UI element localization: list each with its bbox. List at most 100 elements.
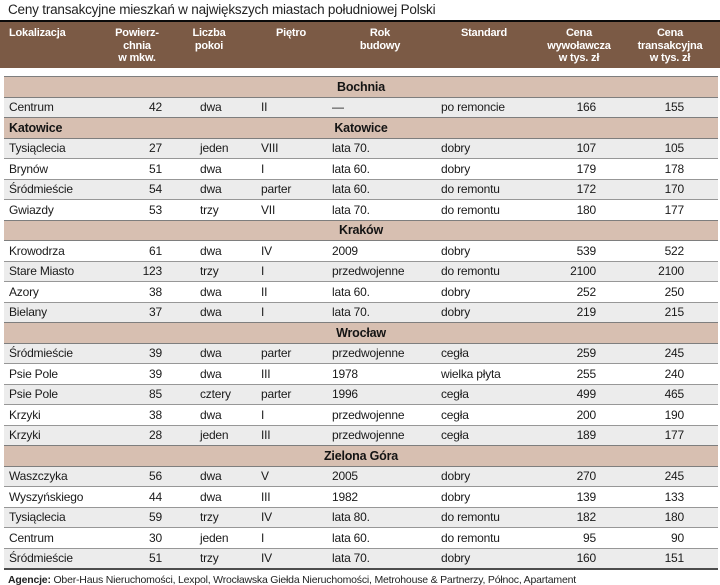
cell-lokalizacja: Centrum [9,100,54,115]
cell-rok-budowy: lata 60. [332,284,370,299]
cell-rok-budowy: lata 80. [332,510,370,525]
cell-rok-budowy: lata 60. [332,182,370,197]
cell-standard: dobry [441,161,471,176]
section-title: Kraków [339,223,383,238]
cell-lokalizacja: Psie Pole [9,387,58,402]
cell-cena-transakcyjna: 178 [664,161,685,176]
cell-cena-wywolawcza: 182 [576,510,597,525]
cell-cena-wywolawcza: 180 [576,202,597,217]
cell-rok-budowy: lata 60. [332,530,370,545]
section-title: Katowice [334,120,388,135]
cell-cena-wywolawcza: 499 [576,387,597,402]
cell-powierzchnia: 30 [149,530,162,545]
cell-liczba-pokoi: dwa [200,305,222,320]
cell-powierzchnia: 44 [149,489,162,504]
cell-rok-budowy: 1978 [332,366,358,381]
table-row: Wyszyńskiego 44 dwa III 1982 dobry 139 133 [4,486,718,507]
cell-liczba-pokoi: trzy [200,551,219,566]
cell-pietro: IV [261,551,272,566]
section-row-zielona-góra: Zielona Góra [4,445,718,466]
cell-lokalizacja: Wyszyńskiego [9,489,84,504]
cell-cena-transakcyjna: 170 [664,182,685,197]
cell-cena-wywolawcza: 172 [576,182,597,197]
cell-powierzchnia: 59 [149,510,162,525]
cell-pietro: II [261,100,268,115]
cell-cena-wywolawcza: 259 [576,346,597,361]
cell-cena-transakcyjna: 245 [664,346,685,361]
table-row: Gwiazdy 53 trzy VII lata 70. do remontu 180 177 [4,199,718,220]
cell-liczba-pokoi: dwa [200,100,222,115]
cell-standard: cegła [441,346,469,361]
col-header-liczba-pokoi: Liczba pokoi [192,27,226,52]
cell-cena-transakcyjna: 177 [664,202,685,217]
col-header-lokalizacja: Lokalizacja [9,27,66,39]
cell-lokalizacja: Śródmieście [9,182,73,197]
cell-lokalizacja: Psie Pole [9,366,58,381]
cell-lokalizacja: Krzyki [9,428,41,443]
cell-cena-wywolawcza: 189 [576,428,597,443]
cell-cena-transakcyjna: 151 [664,551,685,566]
cell-cena-wywolawcza: 179 [576,161,597,176]
cell-lokalizacja: Centrum [9,530,54,545]
table-row: Tysiąclecia 59 trzy IV lata 80. do remontu 182… [4,506,718,527]
cell-liczba-pokoi: cztery [200,387,231,402]
cell-cena-wywolawcza: 166 [576,100,597,115]
table-footnote: Agencje: Ober-Haus Nieruchomości, Lexpol… [0,570,720,585]
cell-lokalizacja: Bielany [9,305,47,320]
cell-pietro: VII [261,202,276,217]
cell-liczba-pokoi: jeden [200,141,229,156]
cell-pietro: I [261,305,265,320]
cell-cena-wywolawcza: 219 [576,305,597,320]
cell-lokalizacja: Krowodrza [9,243,65,258]
cell-rok-budowy: lata 70. [332,202,370,217]
cell-standard: cegła [441,428,469,443]
cell-powierzchnia: 37 [149,305,162,320]
cell-powierzchnia: 56 [149,469,162,484]
cell-powierzchnia: 38 [149,284,162,299]
cell-pietro: IV [261,243,272,258]
cell-standard: dobry [441,243,471,258]
cell-pietro: III [261,366,271,381]
cell-powierzchnia: 61 [149,243,162,258]
cell-lokalizacja: Azory [9,284,39,299]
cell-standard: do remontu [441,182,500,197]
cell-liczba-pokoi: trzy [200,202,219,217]
cell-cena-transakcyjna: 465 [664,387,685,402]
table-row: Psie Pole 39 dwa III 1978 wielka płyta 255 240 [4,363,718,384]
cell-powierzchnia: 38 [149,407,162,422]
cell-lokalizacja: Krzyki [9,407,41,422]
page-title: Ceny transakcyjne mieszkań w największyc… [8,2,436,17]
cell-cena-transakcyjna: 133 [664,489,685,504]
cell-pietro: parter [261,387,292,402]
cell-liczba-pokoi: dwa [200,469,222,484]
footnote-label: Agencje: [8,574,51,585]
cell-cena-transakcyjna: 215 [664,305,685,320]
cell-lokalizacja: Stare Miasto [9,264,74,279]
cell-cena-transakcyjna: 180 [664,510,685,525]
cell-standard: dobry [441,469,471,484]
col-header-powierzchnia: Powierz- chnia w mkw. [115,27,159,64]
cell-cena-wywolawcza: 255 [576,366,597,381]
cell-pietro: II [261,284,268,299]
col-header-standard: Standard [460,27,508,39]
cell-lokalizacja: Śródmieście [9,551,73,566]
cell-rok-budowy: lata 70. [332,305,370,320]
cell-cena-transakcyjna: 245 [664,469,685,484]
cell-powierzchnia: 51 [149,551,162,566]
table-row: Centrum 42 dwa II — po remoncie 166 155 [4,96,718,117]
table-row: Śródmieście 54 dwa parter lata 60. do remontu… [4,178,718,199]
table-row: Krzyki 28 jeden III przedwojenne cegła 189 177 [4,424,718,445]
cell-pietro: V [261,469,269,484]
table-body: Bochnia Centrum 42 dwa II — po remoncie 166 155 K… [4,76,718,570]
cell-powierzchnia: 39 [149,346,162,361]
cell-rok-budowy: lata 70. [332,551,370,566]
table-row: Krowodrza 61 dwa IV 2009 dobry 539 522 [4,240,718,261]
cell-rok-budowy: 1996 [332,387,358,402]
section-row-wrocław: Wrocław [4,322,718,343]
cell-powierzchnia: 39 [149,366,162,381]
cell-rok-budowy: przedwojenne [332,346,405,361]
cell-liczba-pokoi: dwa [200,243,222,258]
